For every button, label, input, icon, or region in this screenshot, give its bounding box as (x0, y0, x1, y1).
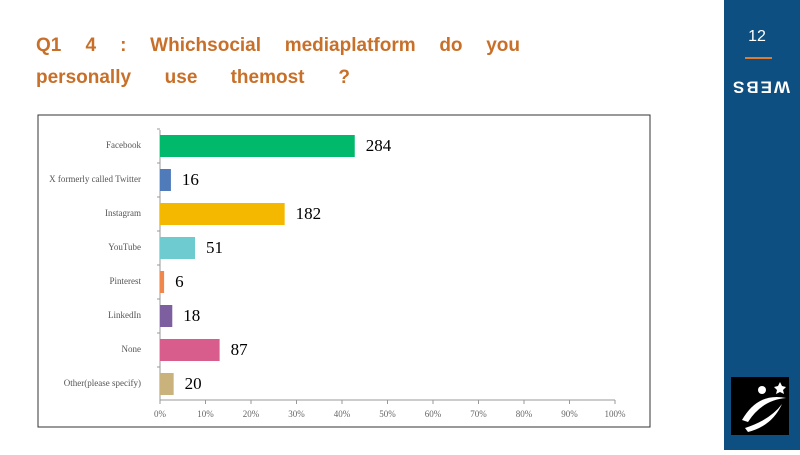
side-text: WEBS (731, 78, 790, 97)
bar (160, 203, 285, 225)
y-tick-label: X formerly called Twitter (49, 174, 141, 184)
x-tick-label: 20% (243, 409, 260, 419)
x-tick-label: 90% (561, 409, 578, 419)
y-tick-label: Facebook (106, 140, 141, 150)
bar (160, 237, 196, 259)
title-word: ? (338, 67, 350, 88)
bar (160, 339, 220, 361)
x-tick-label: 10% (197, 409, 214, 419)
data-label: 18 (183, 306, 200, 325)
title-word: : (120, 35, 126, 56)
y-tick-label: Instagram (105, 208, 141, 218)
y-tick-label: None (122, 344, 142, 354)
side-panel (724, 0, 800, 450)
bar (160, 169, 171, 191)
logo (731, 377, 789, 435)
y-tick-label: Other(please specify) (64, 378, 141, 388)
title-word: 4 (85, 35, 96, 56)
bar (160, 305, 173, 327)
x-tick-label: 40% (334, 409, 351, 419)
chart-frame (37, 114, 651, 428)
x-tick-label: 70% (470, 409, 487, 419)
title-word: do (439, 35, 462, 56)
data-label: 6 (175, 272, 184, 291)
y-tick-label: LinkedIn (108, 310, 141, 320)
x-tick-label: 100% (605, 409, 627, 419)
title-word: personally (36, 67, 131, 88)
title-word: Q1 (36, 35, 62, 56)
x-tick-label: 60% (425, 409, 442, 419)
data-label: 87 (231, 340, 249, 359)
data-label: 182 (296, 204, 322, 223)
bar (160, 135, 355, 157)
data-label: 20 (185, 374, 202, 393)
title-word: mediaplatform (285, 35, 416, 56)
data-label: 51 (206, 238, 223, 257)
data-label: 16 (182, 170, 199, 189)
bar (160, 373, 174, 395)
x-tick-label: 0% (154, 409, 167, 419)
data-label: 284 (366, 136, 392, 155)
title-word: Whichsocial (150, 35, 261, 56)
title-word: use (165, 67, 198, 88)
x-tick-label: 30% (288, 409, 305, 419)
title-word: you (486, 35, 520, 56)
page-number: 12 (748, 28, 766, 45)
title-word: themost (231, 67, 306, 88)
y-tick-label: YouTube (108, 242, 141, 252)
x-tick-label: 80% (516, 409, 533, 419)
x-tick-label: 50% (379, 409, 396, 419)
bar (160, 271, 165, 293)
y-tick-label: Pinterest (110, 276, 142, 286)
